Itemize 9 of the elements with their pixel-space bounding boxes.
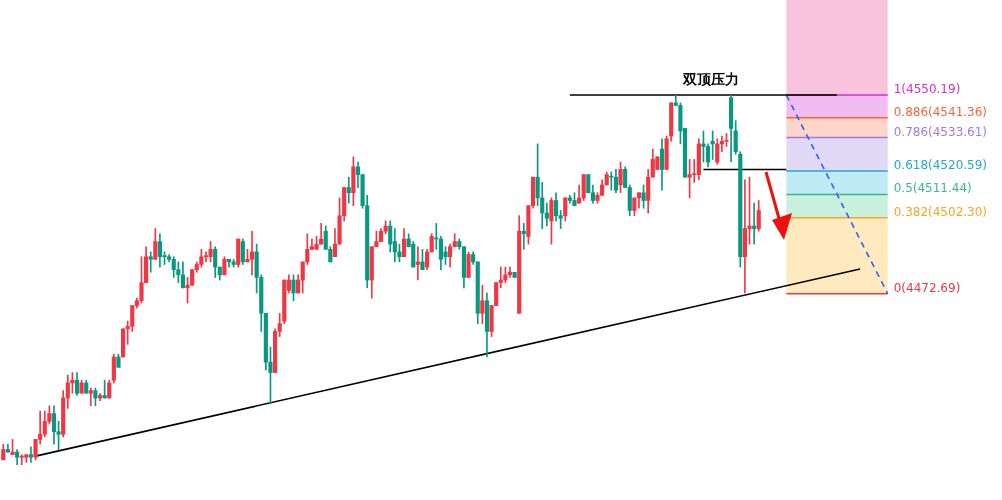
text: 0.786(4533.61) <box>893 124 988 139</box>
text: 0.886(4541.36) <box>893 104 988 119</box>
text: 0(4472.69) <box>893 280 961 295</box>
text: 1(4550.19) <box>893 82 961 97</box>
text: 0.382(4502.30) <box>893 204 988 219</box>
text: 0.618(4520.59) <box>893 157 988 172</box>
candlestick <box>120 328 126 358</box>
text: 0.5(4511.44) <box>893 181 972 196</box>
series-label: 双顶压力 <box>682 70 740 87</box>
